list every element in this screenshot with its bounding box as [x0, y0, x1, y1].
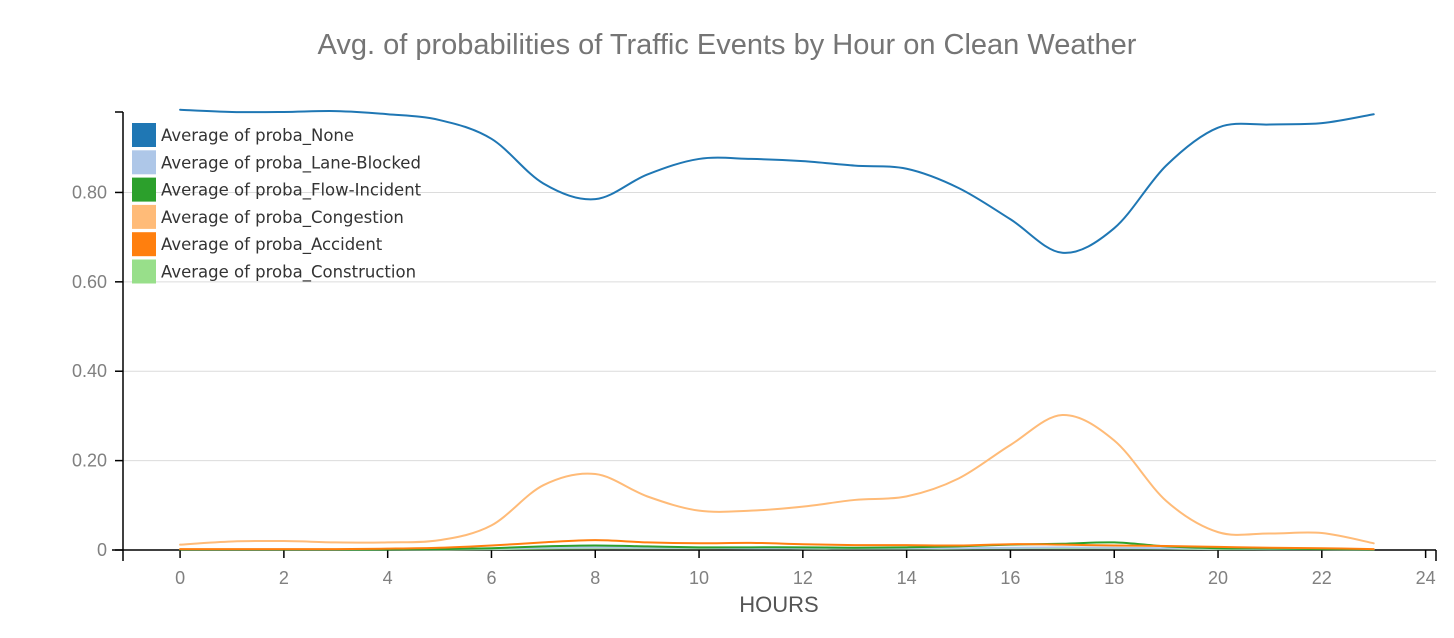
series-line-accident	[179, 539, 1375, 551]
legend-label: Average of proba_None	[161, 126, 354, 146]
y-axis-ticks: 0 0.20 0.40 0.60 0.80	[72, 182, 123, 560]
axes	[112, 111, 1437, 561]
y-tick-label: 0.20	[72, 451, 107, 471]
x-tick-label: 4	[383, 568, 393, 588]
chart-title: Avg. of probabilities of Traffic Events …	[318, 29, 1137, 61]
y-tick-label: 0.60	[72, 272, 107, 292]
x-tick-label: 6	[486, 568, 496, 588]
x-axis-ticks: 0 2 4 6 8 10 12 14 16 18 20 22 24	[175, 550, 1436, 588]
legend-label: Average of proba_Congestion	[161, 208, 404, 228]
legend-label: Average of proba_Flow-Incident	[161, 181, 422, 201]
x-tick-label: 8	[590, 568, 600, 588]
y-tick-label: 0	[97, 540, 107, 560]
series-line-congestion	[179, 414, 1375, 546]
legend-swatch	[132, 259, 156, 284]
y-tick-label: 0.40	[72, 361, 107, 381]
y-tick-label: 0.80	[72, 182, 107, 202]
legend-swatch	[132, 232, 156, 257]
x-tick-label: 2	[279, 568, 289, 588]
legend-item-none[interactable]: Average of proba_None	[132, 123, 354, 147]
x-tick-label: 0	[175, 568, 185, 588]
legend[interactable]: Average of proba_None Average of proba_La…	[132, 123, 422, 284]
x-tick-label: 20	[1208, 568, 1228, 588]
legend-label: Average of proba_Accident	[161, 235, 383, 255]
x-tick-label: 10	[689, 568, 709, 588]
x-tick-label: 12	[793, 568, 813, 588]
legend-item-accident[interactable]: Average of proba_Accident	[132, 232, 383, 257]
x-tick-label: 16	[1000, 568, 1020, 588]
legend-swatch	[132, 204, 156, 229]
series-lines	[179, 108, 1375, 551]
x-axis-title: HOURS	[739, 592, 818, 617]
legend-swatch	[132, 177, 156, 202]
legend-item-construction[interactable]: Average of proba_Construction	[132, 259, 416, 284]
x-tick-label: 22	[1312, 568, 1332, 588]
legend-item-flow-incident[interactable]: Average of proba_Flow-Incident	[132, 177, 422, 202]
x-tick-label: 18	[1104, 568, 1124, 588]
legend-label: Average of proba_Lane-Blocked	[161, 153, 421, 173]
legend-swatch	[132, 150, 156, 175]
legend-item-lane-blocked[interactable]: Average of proba_Lane-Blocked	[132, 150, 421, 175]
x-tick-label: 14	[897, 568, 917, 588]
legend-label: Average of proba_Construction	[161, 263, 416, 283]
legend-item-congestion[interactable]: Average of proba_Congestion	[132, 204, 404, 229]
x-tick-label: 24	[1416, 568, 1436, 588]
series-line-none	[179, 108, 1375, 254]
legend-swatch	[132, 123, 156, 147]
gridlines	[123, 191, 1436, 462]
